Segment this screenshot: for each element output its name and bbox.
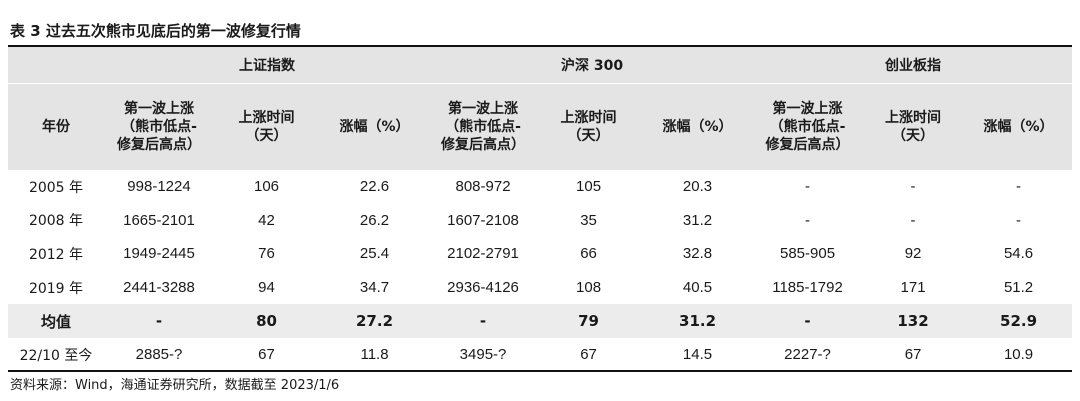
cell: 40.5 [682,279,713,297]
col-header-year: 年份 [8,83,104,170]
cell: 76 [258,245,275,263]
row-year: 2012 年 [28,246,84,263]
col-header-pct: 涨幅（%） [641,83,755,170]
cell: 20.3 [682,178,713,196]
cell: 67 [258,346,275,364]
cell: 79 [536,304,642,338]
cell: 1607-2108 [447,211,519,229]
cell: 25.4 [359,245,390,263]
col-header-pct: 涨幅（%） [319,83,431,170]
row-year: 2005 年 [28,179,84,196]
cell: 80 [214,304,319,338]
table-row: 2019 年 2441-3288 94 34.7 2936-4126 108 4… [8,271,1072,305]
cell: 998-1224 [127,178,191,196]
col-header-range: 第一波上涨（熊市低点-修复后高点） [104,83,214,170]
cell: 51.2 [1003,279,1034,297]
cell: 808-972 [455,178,511,196]
cell: 1185-1792 [772,279,843,297]
cell: 92 [904,245,922,263]
top-rule [8,45,1072,47]
table-row: 2005 年 998-1224 106 22.6 808-972 105 20.… [8,170,1072,204]
row-year: 2019 年 [28,280,84,297]
row-year: 2008 年 [28,213,84,230]
cell: 11.8 [360,346,389,364]
cell: 3495-? [459,346,507,364]
cell: 35 [580,211,597,229]
cell: 2441-3288 [123,279,195,297]
cell: 171 [900,279,926,297]
cell: 2102-2791 [447,245,519,263]
column-header-row: 年份 第一波上涨（熊市低点-修复后高点） 上涨时间（天） 涨幅（%） 第一波上涨… [8,83,1073,170]
group-header-row: 上证指数 沪深 300 创业板指 [8,47,1073,84]
cell: - [1016,211,1022,229]
cell: 108 [576,279,602,297]
header-blank [8,47,104,84]
source-note: 资料来源：Wind，海通证券研究所，数据截至 2023/1/6 [10,378,340,393]
cell: 31.2 [641,304,755,338]
col-header-range: 第一波上涨（熊市低点-修复后高点） [754,83,862,170]
cell: 67 [580,346,597,364]
cell: - [910,178,916,196]
col-header-range: 第一波上涨（熊市低点-修复后高点） [430,83,537,170]
cell: 31.2 [682,211,713,229]
col-header-days: 上涨时间（天） [861,83,966,170]
table-row: 22/10 至今 2885-? 67 11.8 3495-? 67 14.5 2… [8,338,1072,372]
cell: 106 [253,178,280,196]
cell: 42 [258,211,275,229]
cell: 54.6 [1003,245,1034,263]
bear-market-recovery-table: 上证指数 沪深 300 创业板指 年份 第一波上涨（熊市低点-修复后高点） 上涨… [8,47,1073,372]
cell: - [104,304,214,338]
cell: - [1016,178,1022,196]
cell: 67 [904,346,922,364]
cell: - [430,304,537,338]
cell: 32.8 [682,245,713,263]
table-row: 2012 年 1949-2445 76 25.4 2102-2791 66 32… [8,237,1072,271]
cell: 22.6 [359,178,390,196]
cell: 2936-4126 [447,279,519,297]
col-header-pct: 涨幅（%） [965,83,1073,170]
cell: - [754,304,862,338]
cell: 1665-2101 [123,211,195,229]
cell: 26.2 [359,211,390,229]
bottom-rule [8,370,1072,372]
cell: 14.5 [682,346,713,364]
row-year: 22/10 至今 [19,347,93,364]
cell: 585-905 [780,245,836,263]
row-year: 均值 [8,304,104,338]
table-title: 表 3 过去五次熊市见底后的第一波修复行情 [10,22,301,40]
col-header-days: 上涨时间（天） [214,83,319,170]
cell: 1949-2445 [123,245,195,263]
average-row: 均值 - 80 27.2 - 79 31.2 - 132 52.9 [8,304,1073,338]
cell: 27.2 [319,304,431,338]
group-header-sse: 上证指数 [104,47,431,84]
col-header-days: 上涨时间（天） [536,83,642,170]
cell: 105 [576,178,602,196]
cell: 2885-? [135,346,183,364]
cell: 94 [258,279,275,297]
cell: 10.9 [1003,346,1034,364]
cell: 66 [580,245,597,263]
group-header-csi300: 沪深 300 [430,47,755,84]
cell: 34.7 [359,279,390,297]
cell: 52.9 [965,304,1073,338]
table-row: 2008 年 1665-2101 42 26.2 1607-2108 35 31… [8,204,1072,238]
group-header-chinext: 创业板指 [754,47,1073,84]
cell: - [910,211,916,229]
cell: - [805,211,811,229]
cell: - [805,178,811,196]
cell: 2227-? [784,346,831,364]
cell: 132 [861,304,966,338]
